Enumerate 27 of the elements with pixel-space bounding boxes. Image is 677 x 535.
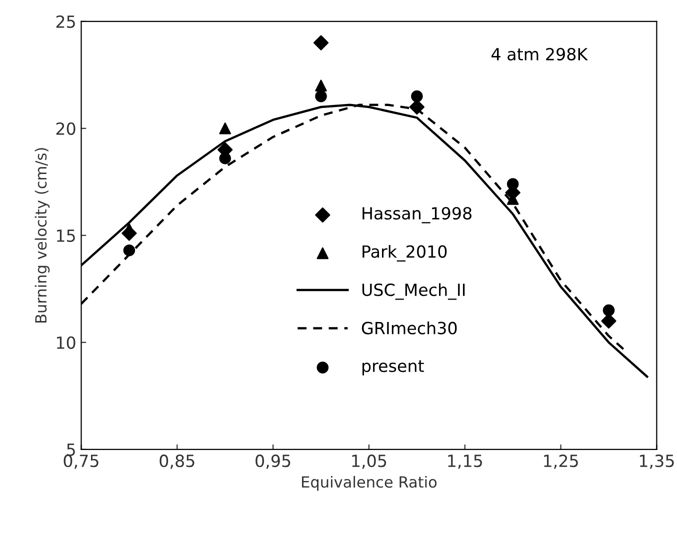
x-tick-label: 0,85 xyxy=(160,454,194,469)
point xyxy=(315,90,327,102)
x-axis-title: Equivalence Ratio xyxy=(302,476,437,491)
legend-label: GRImech30 xyxy=(362,321,457,334)
point xyxy=(123,244,136,256)
x-tick-label: 0,75 xyxy=(64,454,98,469)
annotation: 4 atm 298K xyxy=(492,48,588,60)
y-axis-title: Burning velocity (cm/s) xyxy=(34,148,50,323)
legend-label: present xyxy=(362,360,424,376)
point xyxy=(122,226,137,241)
y-tick-label: 25 xyxy=(56,15,75,28)
y-tick-label: 15 xyxy=(57,230,75,242)
point xyxy=(313,35,329,50)
x-tick-label: 1,35 xyxy=(640,454,674,469)
point xyxy=(602,304,615,316)
x-tick-label: 1,25 xyxy=(544,454,578,469)
legend-label: Park_2010 xyxy=(362,244,447,262)
y-tick-label: 10 xyxy=(57,336,76,349)
point xyxy=(219,122,231,134)
x-tick-label: 1,05 xyxy=(352,454,386,469)
point xyxy=(315,80,327,92)
y-tick-label: 20 xyxy=(56,122,76,135)
point xyxy=(411,90,423,102)
legend-label: Hassan_1998 xyxy=(362,206,472,224)
legend-label: USC_Mech_II xyxy=(362,283,465,300)
x-tick-label: 0,95 xyxy=(256,454,290,469)
x-tick-label: 1,15 xyxy=(448,454,482,469)
